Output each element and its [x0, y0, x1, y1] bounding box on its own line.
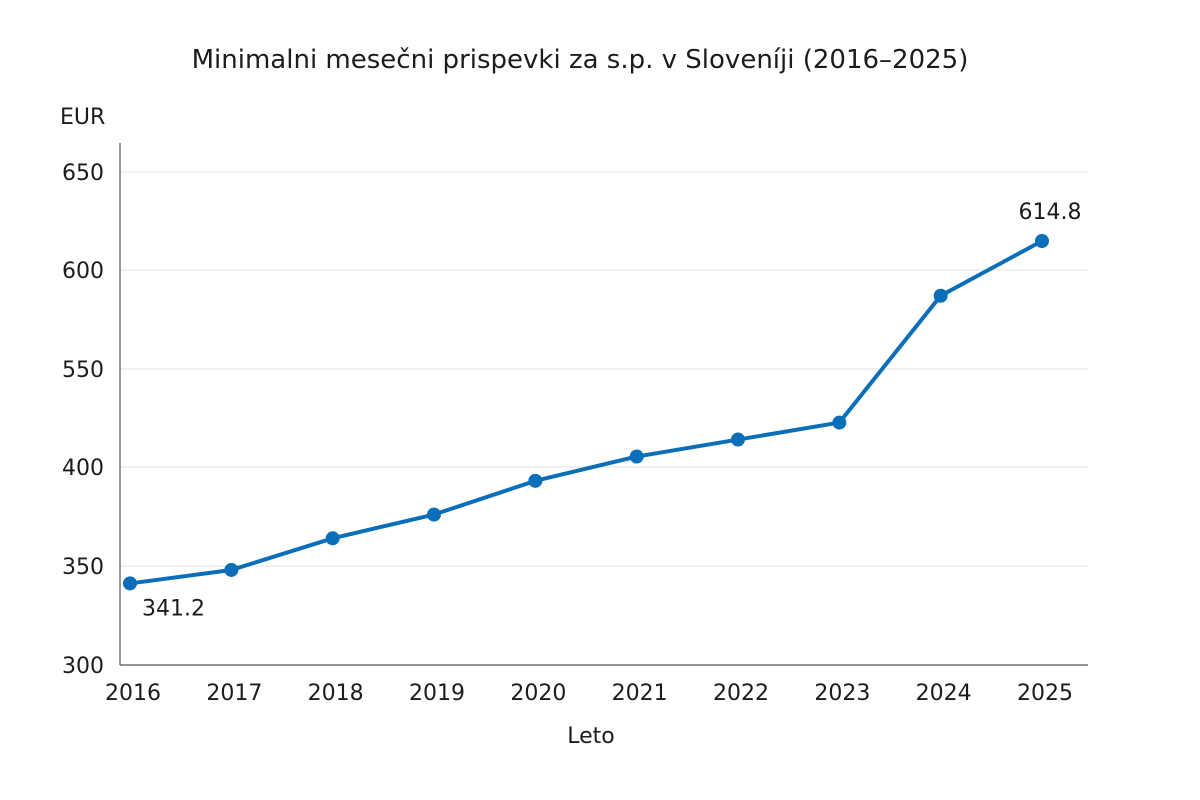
y-tick-label-350: 350	[62, 555, 104, 580]
x-tick-label-2025: 2025	[1017, 681, 1073, 706]
data-point-2023	[832, 415, 847, 430]
data-point-2020	[528, 473, 543, 488]
x-tick-label-2023: 2023	[814, 681, 870, 706]
x-tick-label-2022: 2022	[713, 681, 769, 706]
x-tick-label-2019: 2019	[409, 681, 465, 706]
data-label-2016: 341.2	[142, 596, 205, 621]
y-tick-label-550: 550	[62, 358, 104, 383]
series-group	[123, 233, 1049, 591]
chart-title: Minimalni mesečni prispevki za s.p. v Sl…	[192, 45, 969, 75]
x-axis-label: Leto	[567, 724, 615, 749]
y-axis-label: EUR	[60, 105, 105, 130]
x-tick-label-2018: 2018	[308, 681, 364, 706]
x-tick-label-2024: 2024	[916, 681, 972, 706]
data-point-2019	[427, 507, 441, 522]
data-point-2025	[1035, 233, 1049, 248]
series-line-0	[128, 238, 1044, 586]
data-label-2025: 614.8	[1019, 200, 1082, 225]
data-point-2017	[224, 562, 239, 577]
data-point-2018	[325, 531, 340, 546]
x-tick-label-2021: 2021	[612, 681, 668, 706]
x-axis-ticks: 2016 2017 2018 2019 2020 2021 2022 2023 2024 2025	[105, 681, 1073, 706]
x-tick-label-2020: 2020	[510, 681, 566, 706]
x-tick-label-2017: 2017	[206, 681, 262, 706]
y-axis-ticks: 300 350 400 550 600 650	[62, 161, 104, 679]
x-tick-label-2016: 2016	[105, 681, 161, 706]
y-tick-label-600: 600	[62, 259, 104, 284]
y-tick-label-400: 400	[62, 456, 104, 481]
data-point-2016	[123, 576, 137, 591]
data-point-2021	[629, 449, 644, 464]
y-tick-label-650: 650	[62, 161, 104, 186]
data-labels: 341.2 614.8	[142, 200, 1081, 621]
data-point-2022	[731, 432, 745, 447]
gridlines	[120, 171, 1088, 567]
data-point-2024	[933, 288, 948, 303]
y-tick-label-300: 300	[62, 654, 104, 679]
